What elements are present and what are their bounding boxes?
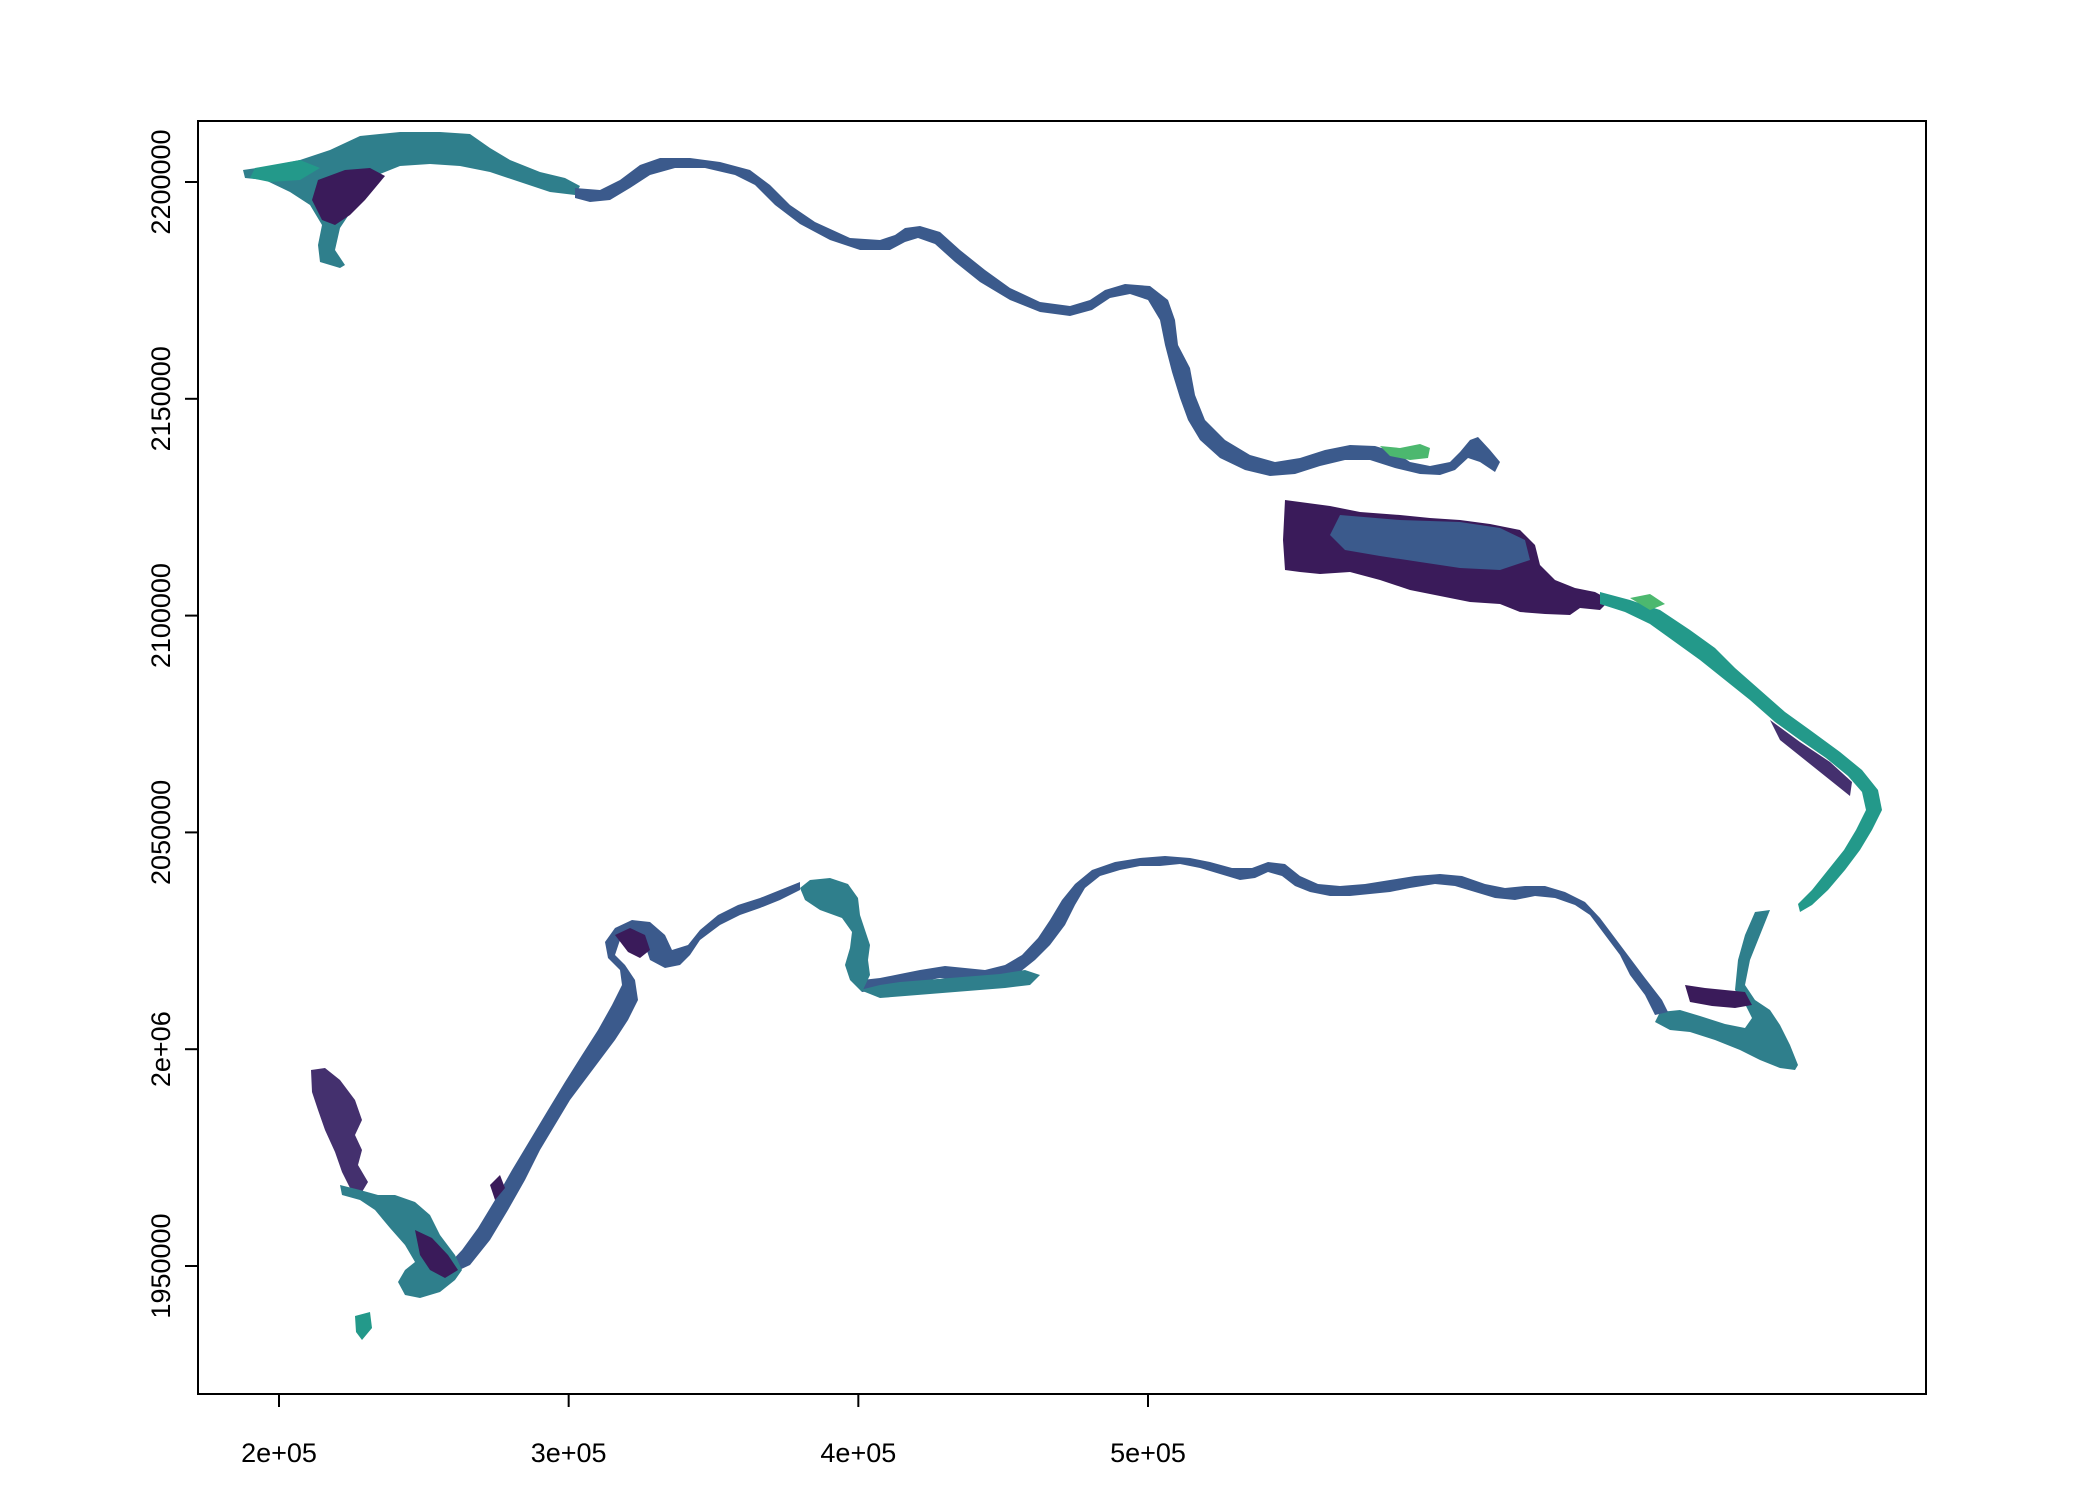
se-lagoon-dark (1685, 985, 1752, 1008)
x-axis: 2e+05 3e+05 4e+05 5e+05 (241, 1393, 1186, 1468)
central-wetland-blue (1330, 515, 1530, 570)
sw-coast (448, 882, 800, 1272)
nw-strip-green (250, 160, 320, 182)
sw-bay-dark (415, 1230, 458, 1278)
y-axis: 1950000 2e+06 2050000 2100000 2150000 2200000 (146, 129, 199, 1319)
sw-bay (311, 1068, 368, 1192)
east-coast-green (1630, 594, 1665, 610)
nw-lagoon (243, 132, 580, 268)
south-mid-strip (860, 970, 1040, 998)
south-inlet (800, 878, 870, 992)
y-tick-label: 2050000 (146, 780, 176, 885)
se-lagoon (1655, 910, 1798, 1070)
x-tick-label: 3e+05 (531, 1438, 607, 1468)
x-tick-label: 4e+05 (820, 1438, 896, 1468)
north-coast-green (1380, 444, 1430, 460)
x-tick-label: 5e+05 (1110, 1438, 1186, 1468)
y-tick-label: 2150000 (146, 346, 176, 451)
sw-coast-dark (615, 928, 650, 958)
y-tick-label: 2e+06 (146, 1011, 176, 1087)
y-tick-label: 2100000 (146, 563, 176, 668)
y-tick-label: 1950000 (146, 1213, 176, 1318)
north-coast (575, 158, 1500, 476)
east-coast-dark (1770, 720, 1852, 796)
sw-islands (490, 1175, 505, 1200)
nw-lagoon-dark (312, 168, 385, 225)
y-tick-label: 2200000 (146, 129, 176, 234)
sw-island (355, 1312, 372, 1340)
sw-bay-lower (340, 1185, 462, 1298)
coastal-raster-layer (243, 132, 1882, 1340)
south-coast (862, 856, 1668, 1015)
east-coast (1600, 592, 1882, 912)
x-tick-label: 2e+05 (241, 1438, 317, 1468)
